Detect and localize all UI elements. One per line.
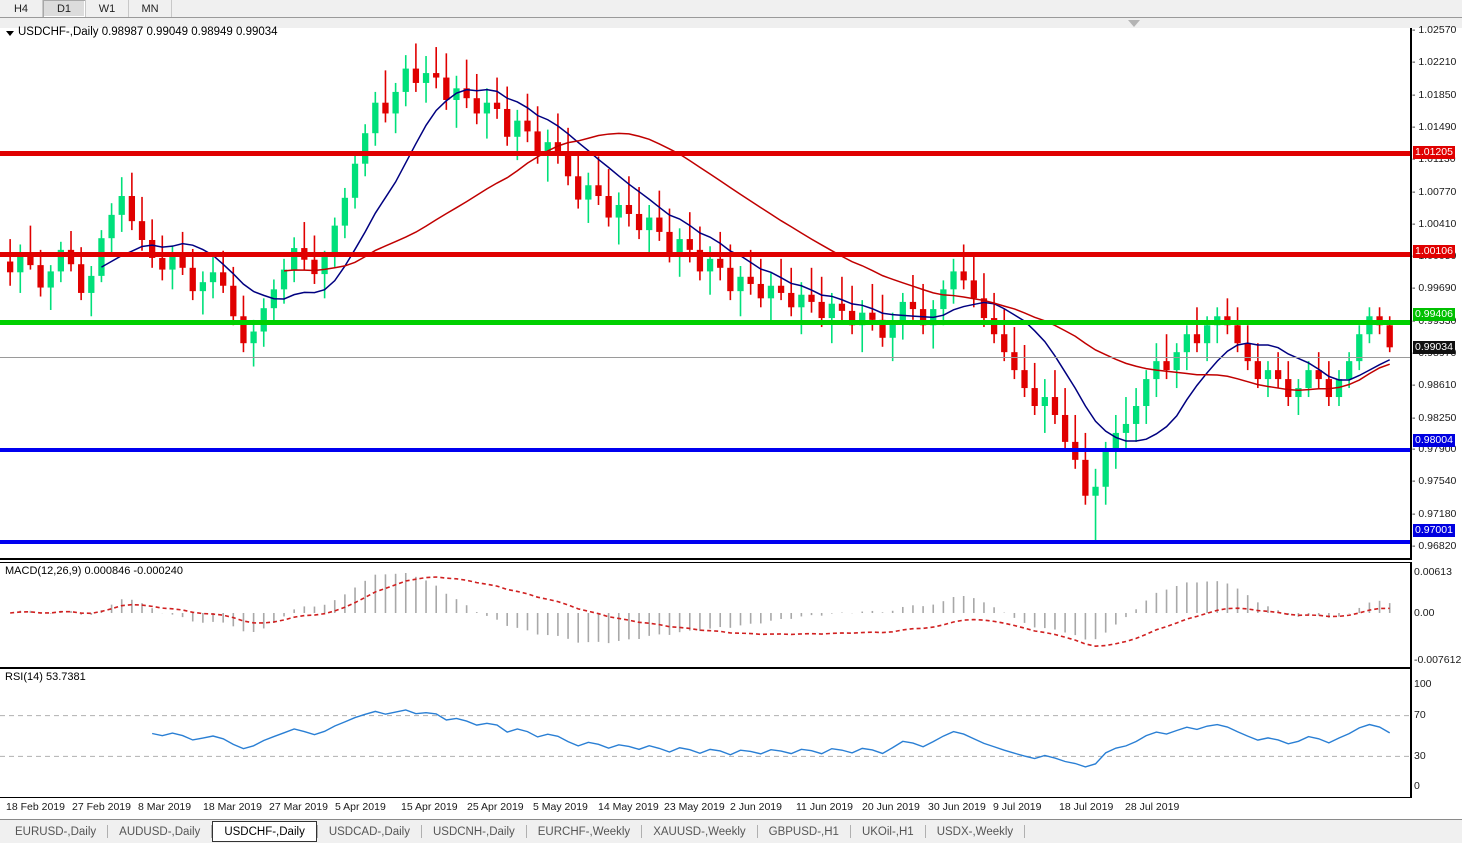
price-tick: - 0.98250 [1412, 411, 1457, 424]
date-tick: 14 May 2019 [598, 801, 659, 813]
date-tick: 25 Apr 2019 [467, 801, 524, 813]
price-tick: - 1.00770 [1412, 185, 1457, 198]
timeframe-w1[interactable]: W1 [86, 0, 129, 17]
rsi-tick: 70 [1414, 709, 1426, 721]
date-tick: 8 Mar 2019 [138, 801, 192, 813]
chart-scroll-marker-icon[interactable] [1128, 20, 1140, 27]
rsi-tick: 30 [1414, 750, 1426, 762]
tab-separator [316, 825, 318, 838]
price-tick: - 0.97540 [1412, 475, 1457, 488]
chart-tab-usdcnhdaily[interactable]: USDCNH-,Daily [432, 825, 515, 838]
price-tick: - 1.00410 [1412, 217, 1457, 230]
chart-tab-xauusdweekly[interactable]: XAUUSD-,Weekly [653, 825, 746, 838]
tab-separator [1024, 825, 1026, 838]
chart-tab-ukoilh1[interactable]: UKOil-,H1 [861, 825, 914, 838]
rsi-axis: 100 70 30 0 [1412, 668, 1462, 796]
chart-tab-usdcaddaily[interactable]: USDCAD-,Daily [328, 825, 410, 838]
date-tick: 5 Apr 2019 [335, 801, 386, 813]
price-badge-green: 0.99406 [1413, 307, 1455, 321]
date-tick: 27 Mar 2019 [269, 801, 328, 813]
date-tick: 18 Jul 2019 [1059, 801, 1114, 813]
price-badge-red: 1.00106 [1413, 245, 1455, 259]
rsi-label: RSI(14) 53.7381 [5, 671, 86, 683]
support-line-1 [0, 448, 1410, 452]
tab-separator [525, 825, 527, 838]
date-tick: 2 Jun 2019 [730, 801, 782, 813]
tab-separator [211, 825, 213, 838]
price-tick: - 0.96820 [1412, 540, 1457, 552]
pivot-line [0, 320, 1410, 325]
price-tick: - 1.02570 [1412, 24, 1457, 36]
price-axis[interactable]: - 1.02570 - 1.02210 - 1.01850 - 1.01490 - 1.… [1412, 24, 1462, 558]
symbol-collapse-icon[interactable] [6, 31, 14, 36]
tab-separator [756, 825, 758, 838]
macd-axis: 0.00613 0.00 -0.007612 [1412, 562, 1462, 666]
tab-separator [849, 825, 851, 838]
tab-separator [420, 825, 422, 838]
tab-separator [924, 825, 926, 838]
tab-separator [641, 825, 643, 838]
macd-tick: -0.007612 [1414, 654, 1462, 666]
price-badge-blue: 0.97001 [1413, 523, 1455, 537]
date-tick: 30 Jun 2019 [928, 801, 986, 813]
resistance-line-1 [0, 151, 1410, 156]
date-tick: 20 Jun 2019 [862, 801, 920, 813]
rsi-series [0, 709, 1410, 768]
price-tick: - 1.01850 [1412, 88, 1457, 101]
rsi-pane[interactable]: RSI(14) 53.7381 [0, 668, 1412, 799]
date-tick: 15 Apr 2019 [401, 801, 458, 813]
price-badge-blue: 0.98004 [1413, 433, 1455, 447]
chart-tab-gbpusdh1[interactable]: GBPUSD-,H1 [768, 825, 839, 838]
timeframe-h4[interactable]: H4 [0, 0, 43, 17]
date-tick: 9 Jul 2019 [993, 801, 1042, 813]
resistance-line-2 [0, 252, 1410, 257]
chart-tab-bar: EURUSD-,Daily AUDUSD-,Daily USDCHF-,Daily U… [0, 819, 1462, 843]
candlestick-series [6, 43, 1393, 541]
macd-signal-line [10, 576, 1390, 647]
price-chart-pane[interactable] [0, 28, 1412, 560]
rsi-tick: 0 [1414, 780, 1420, 792]
date-tick: 28 Jul 2019 [1125, 801, 1180, 813]
chart-tab-eurchfweekly[interactable]: EURCHF-,Weekly [537, 825, 631, 838]
macd-pane[interactable]: MACD(12,26,9) 0.000846 -0.000240 [0, 562, 1412, 669]
current-price-line [0, 357, 1410, 358]
timeframe-mn[interactable]: MN [129, 0, 172, 17]
ma-slow-line [283, 132, 1390, 392]
macd-tick: 0.00 [1414, 607, 1435, 619]
rsi-line [152, 709, 1391, 768]
price-tick: - 0.97180 [1412, 507, 1457, 520]
rsi-tick: 100 [1414, 678, 1432, 690]
chart-tab-usdxweekly[interactable]: USDX-,Weekly [936, 825, 1014, 838]
chart-tab-eurusddaily[interactable]: EURUSD-,Daily [15, 825, 97, 838]
chart-tab-usdchfdaily[interactable]: USDCHF-,Daily [212, 821, 317, 842]
macd-tick: 0.00613 [1414, 566, 1452, 578]
chart-tab-audusddaily[interactable]: AUDUSD-,Daily [119, 825, 201, 838]
ma-fast-line [101, 88, 1391, 442]
symbol-quote-label: USDCHF-,Daily 0.98987 0.99049 0.98949 0.… [18, 26, 278, 38]
support-line-2 [0, 540, 1410, 544]
price-tick: - 1.02210 [1412, 56, 1457, 69]
date-tick: 23 May 2019 [664, 801, 725, 813]
tab-separator [107, 825, 109, 838]
timeframe-d1[interactable]: D1 [43, 0, 86, 17]
macd-series [10, 573, 1391, 647]
price-badge-black: 0.99034 [1413, 341, 1455, 355]
price-tick: - 1.01490 [1412, 120, 1457, 133]
price-badge-red: 1.01205 [1413, 146, 1455, 160]
price-tick: - 0.99690 [1412, 282, 1457, 295]
date-tick: 11 Jun 2019 [796, 801, 854, 813]
timeframe-bar: H4 D1 W1 MN [0, 0, 1462, 18]
price-tick: - 0.98610 [1412, 379, 1457, 392]
date-axis[interactable]: 18 Feb 2019 27 Feb 2019 8 Mar 2019 18 Mar 2… [0, 798, 1462, 818]
macd-label: MACD(12,26,9) 0.000846 -0.000240 [5, 565, 183, 577]
date-tick: 5 May 2019 [533, 801, 588, 813]
date-tick: 18 Feb 2019 [6, 801, 65, 813]
date-tick: 27 Feb 2019 [72, 801, 131, 813]
date-tick: 18 Mar 2019 [203, 801, 262, 813]
